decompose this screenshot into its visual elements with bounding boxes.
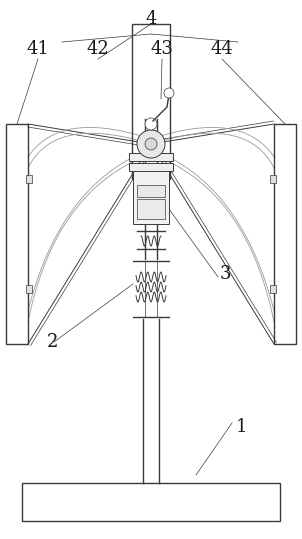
Text: 2: 2 [46,333,58,351]
Circle shape [145,118,157,130]
Bar [133,169,169,224]
Bar [26,175,32,183]
Circle shape [145,138,157,150]
Circle shape [137,130,165,158]
Text: 44: 44 [210,40,233,58]
Bar [270,285,276,293]
Text: 41: 41 [27,40,50,58]
Text: 43: 43 [151,40,173,58]
Bar [26,285,32,293]
Bar [274,124,296,344]
Bar [137,199,165,219]
Bar [137,185,165,197]
Text: 1: 1 [236,418,248,436]
Bar [270,175,276,183]
Bar [22,483,280,521]
Bar [129,153,173,161]
Bar [129,163,173,171]
Text: 42: 42 [87,40,109,58]
Bar [132,24,170,179]
Circle shape [164,88,174,98]
Text: 4: 4 [145,10,157,28]
Bar [6,124,28,344]
Text: 3: 3 [219,265,231,283]
